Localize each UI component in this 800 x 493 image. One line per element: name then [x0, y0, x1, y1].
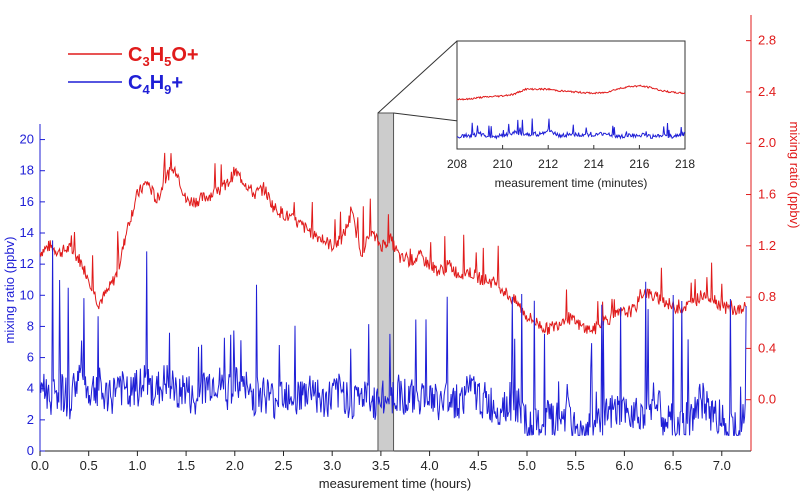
y-left-tick-label: 12 — [20, 256, 34, 271]
legend: C3H5O+ C4H9+ — [68, 44, 199, 97]
x-ticks: 0.0 0.5 1.0 1.5 2.0 2.5 3.0 3.5 4.0 4.5 5.0 5.5 6.0 6… — [31, 451, 731, 473]
y-right-tick-label: 2.0 — [758, 135, 776, 150]
y-left-tick-label: 16 — [20, 194, 34, 209]
inset-x-tick-label: 212 — [538, 157, 558, 171]
x-tick-label: 0.0 — [31, 458, 49, 473]
x-axis-label: measurement time (hours) — [319, 476, 471, 491]
inset-x-ticks: 208 210 212 214 216 218 — [447, 145, 695, 171]
x-tick-label: 7.0 — [713, 458, 731, 473]
y-left-tick-label: 4 — [27, 381, 34, 396]
x-tick-label: 6.5 — [664, 458, 682, 473]
x-tick-label: 3.0 — [323, 458, 341, 473]
y-left-tick-label: 0 — [27, 443, 34, 458]
y-left-tick-label: 6 — [27, 350, 34, 365]
inset-x-axis-label: measurement time (minutes) — [495, 176, 648, 190]
series-lines — [39, 152, 747, 437]
inset-series-lines — [456, 84, 686, 140]
x-tick-label: 6.0 — [615, 458, 633, 473]
legend-label-c4h9: C4H9+ — [128, 72, 183, 97]
series-line-c4h9 — [39, 240, 747, 437]
y-left-tick-label: 14 — [20, 225, 34, 240]
x-tick-label: 5.0 — [518, 458, 536, 473]
y-right-axis-label: mixing ratio (ppbv) — [787, 122, 800, 229]
y-right-tick-label: 1.6 — [758, 187, 776, 202]
inset-x-tick-label: 208 — [447, 157, 467, 171]
x-tick-label: 1.5 — [177, 458, 195, 473]
inset-frame — [456, 40, 686, 150]
inset-x-tick-label: 210 — [493, 157, 513, 171]
x-tick-label: 0.5 — [80, 458, 98, 473]
x-tick-label: 3.5 — [372, 458, 390, 473]
y-right-tick-label: 2.8 — [758, 33, 776, 48]
inset-x-tick-label: 218 — [675, 157, 695, 171]
y-right-tick-label: 0.8 — [758, 289, 776, 304]
inset-connector-left — [377, 40, 458, 114]
y-left-tick-label: 8 — [27, 318, 34, 333]
y-left-axis-label: mixing ratio (ppbv) — [2, 237, 17, 344]
y-right-ticks: 0.0 0.4 0.8 1.2 1.6 2.0 2.4 2.8 — [746, 33, 776, 407]
y-left-tick-label: 2 — [27, 412, 34, 427]
y-right-tick-label: 1.2 — [758, 238, 776, 253]
inset-series-line-c3h5o — [456, 84, 686, 101]
y-left-tick-label: 18 — [20, 163, 34, 178]
series-line-c3h5o — [39, 152, 747, 335]
x-tick-label: 1.0 — [128, 458, 146, 473]
legend-label-c3h5o: C3H5O+ — [128, 44, 199, 69]
x-tick-label: 5.5 — [567, 458, 585, 473]
inset-series-line-c4h9 — [456, 118, 686, 140]
y-right-tick-label: 2.4 — [758, 84, 776, 99]
y-right-tick-label: 0.4 — [758, 340, 776, 355]
x-tick-label: 2.5 — [274, 458, 292, 473]
y-left-tick-label: 20 — [20, 132, 34, 147]
y-left-tick-label: 10 — [20, 287, 34, 302]
y-left-ticks: 0 2 4 6 8 10 12 14 16 18 20 — [20, 132, 45, 458]
inset-x-tick-label: 214 — [584, 157, 604, 171]
x-tick-label: 2.0 — [226, 458, 244, 473]
x-tick-label: 4.0 — [421, 458, 439, 473]
y-right-tick-label: 0.0 — [758, 392, 776, 407]
inset-x-tick-label: 216 — [629, 157, 649, 171]
x-tick-label: 4.5 — [469, 458, 487, 473]
